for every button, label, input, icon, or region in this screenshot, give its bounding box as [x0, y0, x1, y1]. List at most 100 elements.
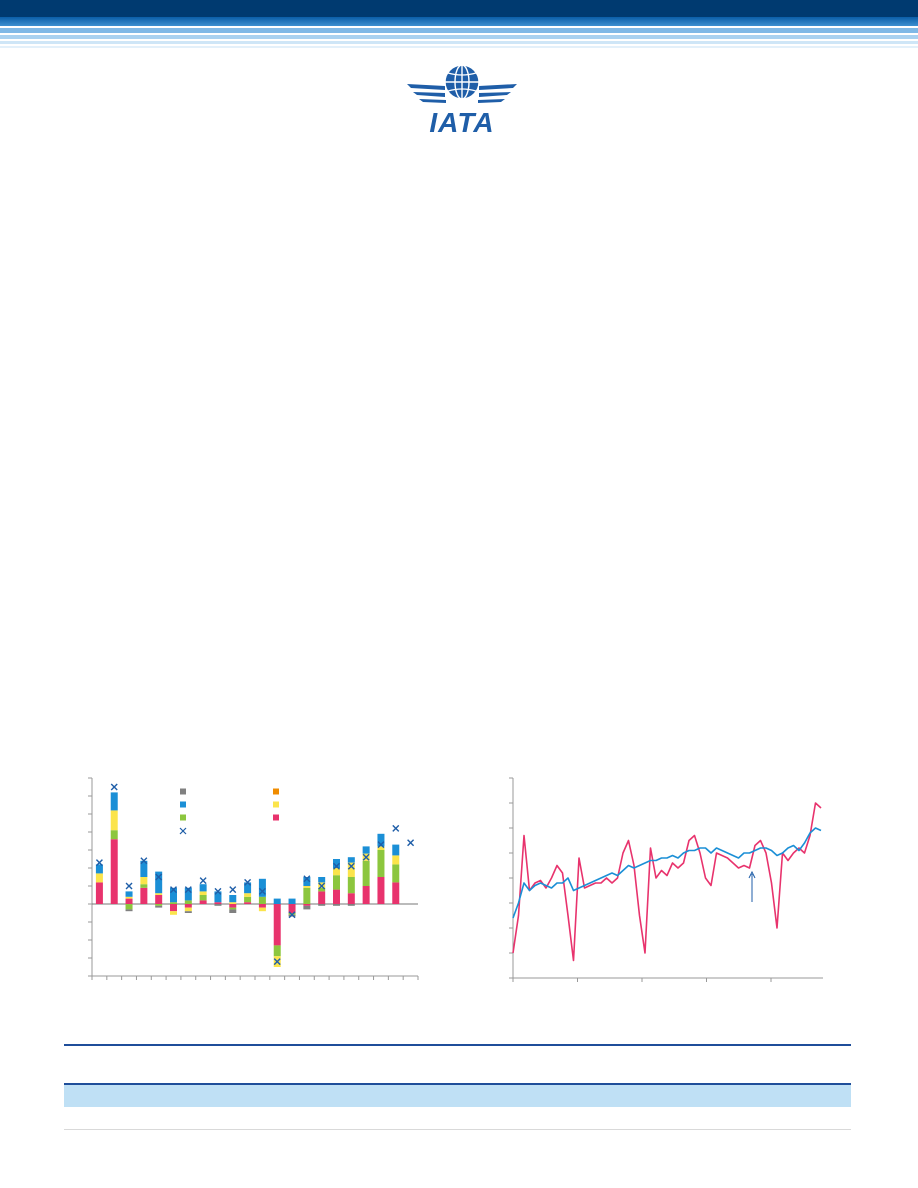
total-marker: [140, 857, 148, 865]
bar-segment: [347, 904, 355, 906]
legend-swatch: [273, 801, 279, 808]
bar-segment: [110, 830, 118, 840]
bar-segment: [110, 810, 118, 831]
total-marker: [362, 853, 370, 861]
bar-segment: [229, 907, 237, 910]
bar-segment: [155, 893, 163, 895]
bar-segment: [155, 895, 163, 904]
bar-segment: [318, 891, 326, 904]
legend-swatch: [180, 801, 186, 808]
bar-segment: [95, 873, 103, 883]
total-marker: [199, 877, 207, 885]
bar-segment: [140, 884, 148, 888]
bar-segment: [333, 889, 340, 904]
total-marker: [258, 887, 266, 895]
table-header-row: [64, 1085, 851, 1107]
bar-segment: [170, 902, 177, 904]
total-marker: [392, 824, 400, 832]
bar-segment: [125, 891, 133, 897]
logo-text: IATA: [429, 107, 494, 134]
legend-marker: [179, 827, 187, 835]
bar-segment: [392, 882, 400, 904]
bar-segment: [333, 875, 340, 890]
total-marker: [318, 882, 326, 890]
bar-segment: [318, 904, 326, 906]
total-marker: [125, 882, 133, 890]
bar-segment: [333, 868, 340, 876]
series-line-trend: [512, 827, 822, 919]
bar-segment: [244, 902, 252, 904]
bar-segment: [140, 887, 148, 904]
bar-segment: [258, 904, 266, 908]
bar-segment: [318, 877, 326, 883]
bar-segment: [184, 900, 192, 904]
bar-segment: [377, 833, 385, 847]
bar-segment: [125, 904, 133, 910]
bar-segment: [377, 846, 385, 850]
bar-segment: [303, 886, 311, 888]
bar-segment: [333, 904, 340, 906]
header-band-stripe-4: [0, 46, 918, 48]
total-marker: [303, 875, 311, 883]
annotation-arrowhead: [748, 870, 756, 879]
bar-segment: [214, 891, 222, 903]
bar-segment: [125, 896, 133, 899]
series-line-monthly: [512, 802, 822, 962]
total-marker: [273, 958, 281, 966]
bar-segment: [303, 905, 311, 910]
bar-segment: [229, 895, 237, 903]
bar-segment: [392, 855, 400, 865]
header-band-stripe-1: [0, 28, 918, 33]
legend-swatch: [273, 814, 279, 821]
bar-segment: [347, 893, 355, 904]
bar-segment: [199, 891, 207, 895]
total-marker: [229, 886, 237, 894]
bar-segment: [140, 877, 148, 885]
bar-segment: [377, 877, 385, 904]
bar-segment: [125, 909, 133, 912]
bar-segment: [392, 864, 400, 883]
bar-segment: [392, 844, 400, 856]
bar-segment: [110, 839, 118, 904]
total-marker: [377, 841, 385, 849]
bar-segment: [199, 895, 207, 901]
bar-segment: [95, 882, 103, 904]
legend-swatch: [180, 814, 186, 821]
total-marker: [407, 839, 415, 847]
bar-segment: [303, 877, 311, 886]
total-marker: [214, 887, 222, 895]
bar-segment: [184, 907, 192, 912]
bar-segment: [184, 887, 192, 901]
bar-segment: [347, 862, 355, 877]
bar-segment: [258, 878, 266, 897]
bar-segment: [184, 904, 192, 908]
header-band-stripe-3: [0, 41, 918, 44]
bar-segment: [155, 904, 163, 906]
bar-segment: [170, 887, 177, 903]
bar-segment: [229, 902, 237, 904]
bar-segment: [333, 859, 340, 868]
bar-segment: [288, 898, 296, 904]
total-marker: [333, 862, 340, 870]
total-marker: [244, 878, 252, 886]
bar-segment: [229, 904, 237, 908]
legend-swatch: [273, 788, 279, 795]
bar-segment: [155, 871, 163, 894]
bar-segment: [229, 909, 237, 913]
contributions-bar-chart: [88, 777, 419, 980]
bar-segment: [258, 896, 266, 904]
header-band-blue: [0, 17, 918, 26]
bar-segment: [362, 846, 370, 854]
bar-segment: [170, 911, 177, 915]
bar-segment: [273, 904, 281, 946]
bar-segment: [377, 850, 385, 877]
bar-segment: [288, 904, 296, 913]
bar-segment: [244, 896, 252, 903]
bar-segment: [303, 887, 311, 904]
trend-line-chart: [509, 777, 823, 982]
bar-segment: [362, 886, 370, 904]
total-marker: [155, 873, 163, 881]
bar-segment: [244, 893, 252, 897]
legend-swatch: [180, 788, 186, 795]
bar-segment: [318, 887, 326, 892]
